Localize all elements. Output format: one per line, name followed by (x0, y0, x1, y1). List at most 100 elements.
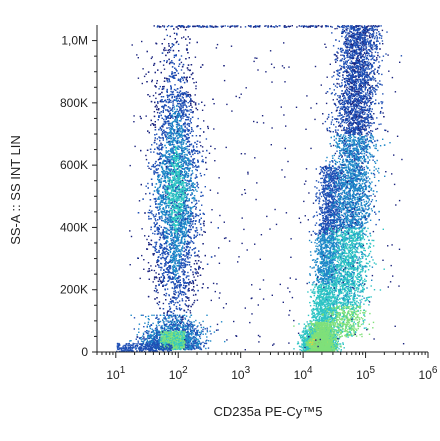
data-point (193, 195, 196, 197)
data-point (196, 150, 199, 152)
data-point (174, 149, 176, 151)
data-point (186, 93, 189, 96)
data-point (183, 310, 186, 312)
data-point (182, 65, 184, 68)
data-point (172, 129, 175, 131)
data-point (181, 217, 183, 219)
data-point (163, 184, 166, 186)
data-point (160, 276, 162, 278)
data-point (183, 273, 186, 276)
data-point (174, 198, 176, 200)
data-point (183, 262, 185, 264)
data-point (181, 291, 184, 294)
data-point (165, 101, 168, 103)
data-point (179, 287, 181, 289)
data-point (174, 302, 176, 304)
data-point (170, 261, 172, 264)
data-point (180, 253, 182, 256)
data-point (192, 160, 194, 162)
data-point (153, 172, 155, 174)
data-point (153, 151, 155, 153)
data-point (183, 111, 185, 113)
data-point (175, 123, 178, 126)
data-point (182, 193, 184, 195)
data-point (160, 182, 162, 184)
data-point (161, 195, 163, 197)
data-point (189, 38, 191, 40)
data-point (173, 282, 175, 285)
data-point (163, 80, 166, 82)
data-point (195, 227, 198, 229)
data-point (173, 292, 175, 295)
data-point (188, 212, 190, 214)
data-point (147, 165, 149, 167)
data-point (172, 252, 174, 255)
data-point (159, 194, 161, 196)
data-point (159, 182, 162, 184)
data-point (188, 290, 190, 292)
data-point (196, 41, 198, 44)
data-point (166, 88, 168, 91)
data-point (174, 229, 176, 231)
data-point (171, 147, 173, 149)
data-point (187, 200, 189, 202)
data-point (159, 203, 161, 205)
data-point (183, 221, 185, 223)
data-point (188, 304, 190, 307)
data-point (170, 228, 172, 231)
data-point (184, 113, 187, 115)
data-point (171, 198, 173, 201)
data-point (188, 264, 191, 266)
data-point (179, 90, 182, 92)
data-point (164, 271, 167, 273)
data-point (149, 205, 152, 207)
data-point (167, 214, 169, 217)
data-point (178, 186, 180, 189)
data-point (159, 218, 161, 220)
data-point (191, 135, 194, 137)
data-point (173, 106, 176, 108)
data-point (199, 267, 201, 269)
data-point (147, 71, 150, 73)
data-point (158, 128, 160, 131)
data-point (170, 225, 172, 227)
data-point (188, 124, 190, 127)
data-point (172, 149, 174, 151)
data-point (193, 190, 195, 192)
data-point (164, 221, 166, 223)
data-point (186, 67, 189, 69)
data-point (159, 126, 162, 129)
data-point (169, 150, 172, 152)
data-point (183, 247, 185, 249)
data-point (171, 114, 173, 116)
data-point (158, 93, 160, 96)
data-point (192, 281, 194, 283)
data-point (163, 312, 165, 314)
data-point (186, 137, 188, 140)
data-point (153, 269, 156, 272)
data-point (172, 93, 174, 96)
data-point (140, 149, 142, 152)
data-point (197, 160, 199, 163)
data-point (180, 189, 182, 191)
data-point (178, 123, 180, 125)
data-point (172, 176, 174, 178)
data-point (166, 162, 168, 164)
data-point (185, 146, 187, 148)
data-point (154, 71, 156, 74)
data-point (151, 56, 153, 58)
data-point (182, 114, 184, 116)
data-point (164, 189, 167, 192)
data-point (154, 233, 156, 235)
data-point (159, 137, 161, 139)
data-point (186, 255, 188, 258)
data-point (174, 74, 176, 77)
data-point (171, 232, 173, 234)
data-point (172, 115, 174, 117)
data-point (163, 118, 165, 121)
data-point (170, 130, 172, 132)
data-point (163, 252, 166, 254)
data-point (184, 207, 186, 210)
data-point (185, 91, 188, 93)
data-point (192, 206, 194, 208)
